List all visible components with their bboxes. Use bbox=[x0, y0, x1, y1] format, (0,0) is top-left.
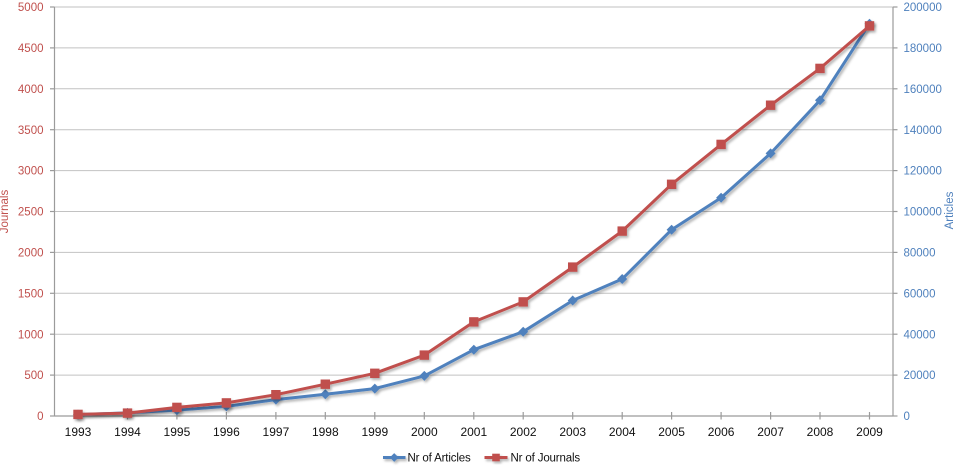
svg-text:Journals: Journals bbox=[0, 190, 11, 234]
svg-text:20000: 20000 bbox=[904, 370, 936, 382]
svg-text:120000: 120000 bbox=[904, 166, 942, 178]
svg-text:3000: 3000 bbox=[18, 166, 44, 178]
svg-text:160000: 160000 bbox=[904, 84, 942, 96]
svg-text:5000: 5000 bbox=[18, 2, 44, 14]
svg-text:4500: 4500 bbox=[18, 43, 44, 55]
svg-text:Nr of Articles: Nr of Articles bbox=[408, 452, 471, 464]
svg-text:2007: 2007 bbox=[757, 425, 784, 439]
svg-text:2000: 2000 bbox=[411, 425, 438, 439]
svg-text:2005: 2005 bbox=[658, 425, 685, 439]
svg-text:2002: 2002 bbox=[510, 425, 537, 439]
svg-text:1500: 1500 bbox=[18, 288, 44, 300]
svg-text:140000: 140000 bbox=[904, 125, 942, 137]
svg-text:2009: 2009 bbox=[856, 425, 883, 439]
svg-text:2003: 2003 bbox=[559, 425, 586, 439]
svg-text:1996: 1996 bbox=[213, 425, 240, 439]
svg-text:2001: 2001 bbox=[460, 425, 487, 439]
svg-text:40000: 40000 bbox=[904, 329, 936, 341]
svg-text:2004: 2004 bbox=[609, 425, 636, 439]
svg-text:200000: 200000 bbox=[904, 2, 942, 14]
svg-text:1997: 1997 bbox=[263, 425, 290, 439]
svg-text:500: 500 bbox=[24, 370, 43, 382]
svg-text:1000: 1000 bbox=[18, 329, 44, 341]
svg-text:1993: 1993 bbox=[65, 425, 92, 439]
svg-text:0: 0 bbox=[37, 411, 43, 423]
svg-text:180000: 180000 bbox=[904, 43, 942, 55]
svg-text:2000: 2000 bbox=[18, 248, 44, 260]
svg-text:100000: 100000 bbox=[904, 207, 942, 219]
svg-text:4000: 4000 bbox=[18, 84, 44, 96]
svg-text:Articles: Articles bbox=[944, 191, 956, 229]
svg-text:2008: 2008 bbox=[807, 425, 834, 439]
svg-text:Nr of Journals: Nr of Journals bbox=[511, 452, 581, 464]
svg-text:60000: 60000 bbox=[904, 288, 936, 300]
svg-text:0: 0 bbox=[904, 411, 910, 423]
svg-text:1999: 1999 bbox=[361, 425, 388, 439]
svg-text:1994: 1994 bbox=[114, 425, 141, 439]
svg-text:1995: 1995 bbox=[164, 425, 191, 439]
svg-text:2006: 2006 bbox=[708, 425, 735, 439]
svg-text:80000: 80000 bbox=[904, 248, 936, 260]
svg-text:3500: 3500 bbox=[18, 125, 44, 137]
svg-text:2500: 2500 bbox=[18, 207, 44, 219]
svg-text:1998: 1998 bbox=[312, 425, 339, 439]
